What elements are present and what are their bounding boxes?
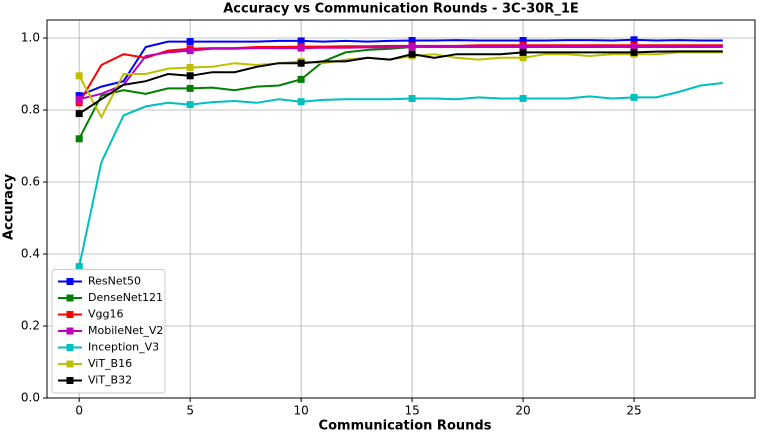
legend-marker [66, 377, 74, 384]
y-tick-label: 0.6 [21, 175, 40, 189]
point-marker [630, 36, 638, 44]
x-tick-label: 20 [515, 404, 530, 418]
legend: ResNet50 DenseNet121 Vgg16 MobileNet_V2 Ince… [51, 269, 166, 394]
point-marker [75, 135, 83, 143]
x-tick-label: 15 [404, 404, 419, 418]
series-line [78, 46, 723, 101]
series-line [78, 50, 723, 115]
x-tick-label: 5 [186, 404, 194, 418]
legend-label: Inception_V3 [88, 341, 159, 354]
y-tick-label: 1.0 [21, 31, 40, 45]
point-marker [75, 263, 83, 271]
point-marker [630, 48, 638, 56]
series-line [78, 51, 723, 120]
point-marker [297, 44, 305, 52]
series-line [78, 44, 723, 104]
legend-marker [66, 278, 74, 285]
legend-label: ViT_B16 [88, 357, 132, 370]
point-marker [75, 99, 83, 107]
y-tick-label: 0.2 [21, 319, 40, 333]
chart-title: Accuracy vs Communication Rounds - 3C-30… [223, 2, 579, 17]
point-marker [186, 38, 194, 46]
legend-marker [66, 311, 74, 318]
plot-frame [46, 19, 756, 399]
series-line [78, 38, 723, 97]
point-marker [519, 43, 527, 51]
point-marker [297, 37, 305, 45]
point-marker [186, 64, 194, 72]
point-marker [408, 50, 416, 58]
y-tick-label: 0.0 [21, 391, 40, 405]
point-marker [630, 93, 638, 101]
point-marker [186, 72, 194, 80]
x-tick-label: 10 [293, 404, 308, 418]
point-marker [186, 101, 194, 109]
point-marker [519, 48, 527, 56]
legend-label: ViT_B32 [88, 374, 132, 387]
legend-box [51, 269, 166, 394]
y-axis-label: Accuracy [2, 173, 17, 240]
point-marker [630, 43, 638, 51]
point-marker [519, 94, 527, 102]
point-marker [75, 110, 83, 118]
series-line [78, 44, 723, 140]
legend-marker [66, 294, 74, 302]
x-tick-label: 25 [626, 404, 641, 418]
point-marker [408, 43, 416, 51]
point-marker [519, 37, 527, 45]
legend-label: DenseNet121 [88, 291, 163, 304]
point-marker [297, 98, 305, 106]
point-marker [297, 59, 305, 67]
legend-label: MobileNet_V2 [88, 324, 163, 337]
legend-marker [66, 360, 74, 368]
point-marker [186, 84, 194, 92]
legend-marker [66, 327, 74, 335]
legend-marker [66, 344, 74, 351]
y-tick-label: 0.4 [21, 247, 40, 261]
legend-label: Vgg16 [88, 308, 124, 321]
point-marker [408, 94, 416, 102]
point-marker [408, 37, 416, 45]
point-marker [186, 47, 194, 55]
legend-label: ResNet50 [88, 275, 141, 288]
y-tick-label: 0.8 [21, 103, 40, 117]
point-marker [75, 72, 83, 80]
x-axis-label: Communication Rounds [319, 419, 492, 433]
point-marker [75, 92, 83, 100]
point-marker [519, 54, 527, 62]
series-line [78, 82, 723, 267]
point-marker [75, 95, 83, 103]
x-tick-label: 0 [75, 404, 83, 418]
point-marker [297, 75, 305, 83]
